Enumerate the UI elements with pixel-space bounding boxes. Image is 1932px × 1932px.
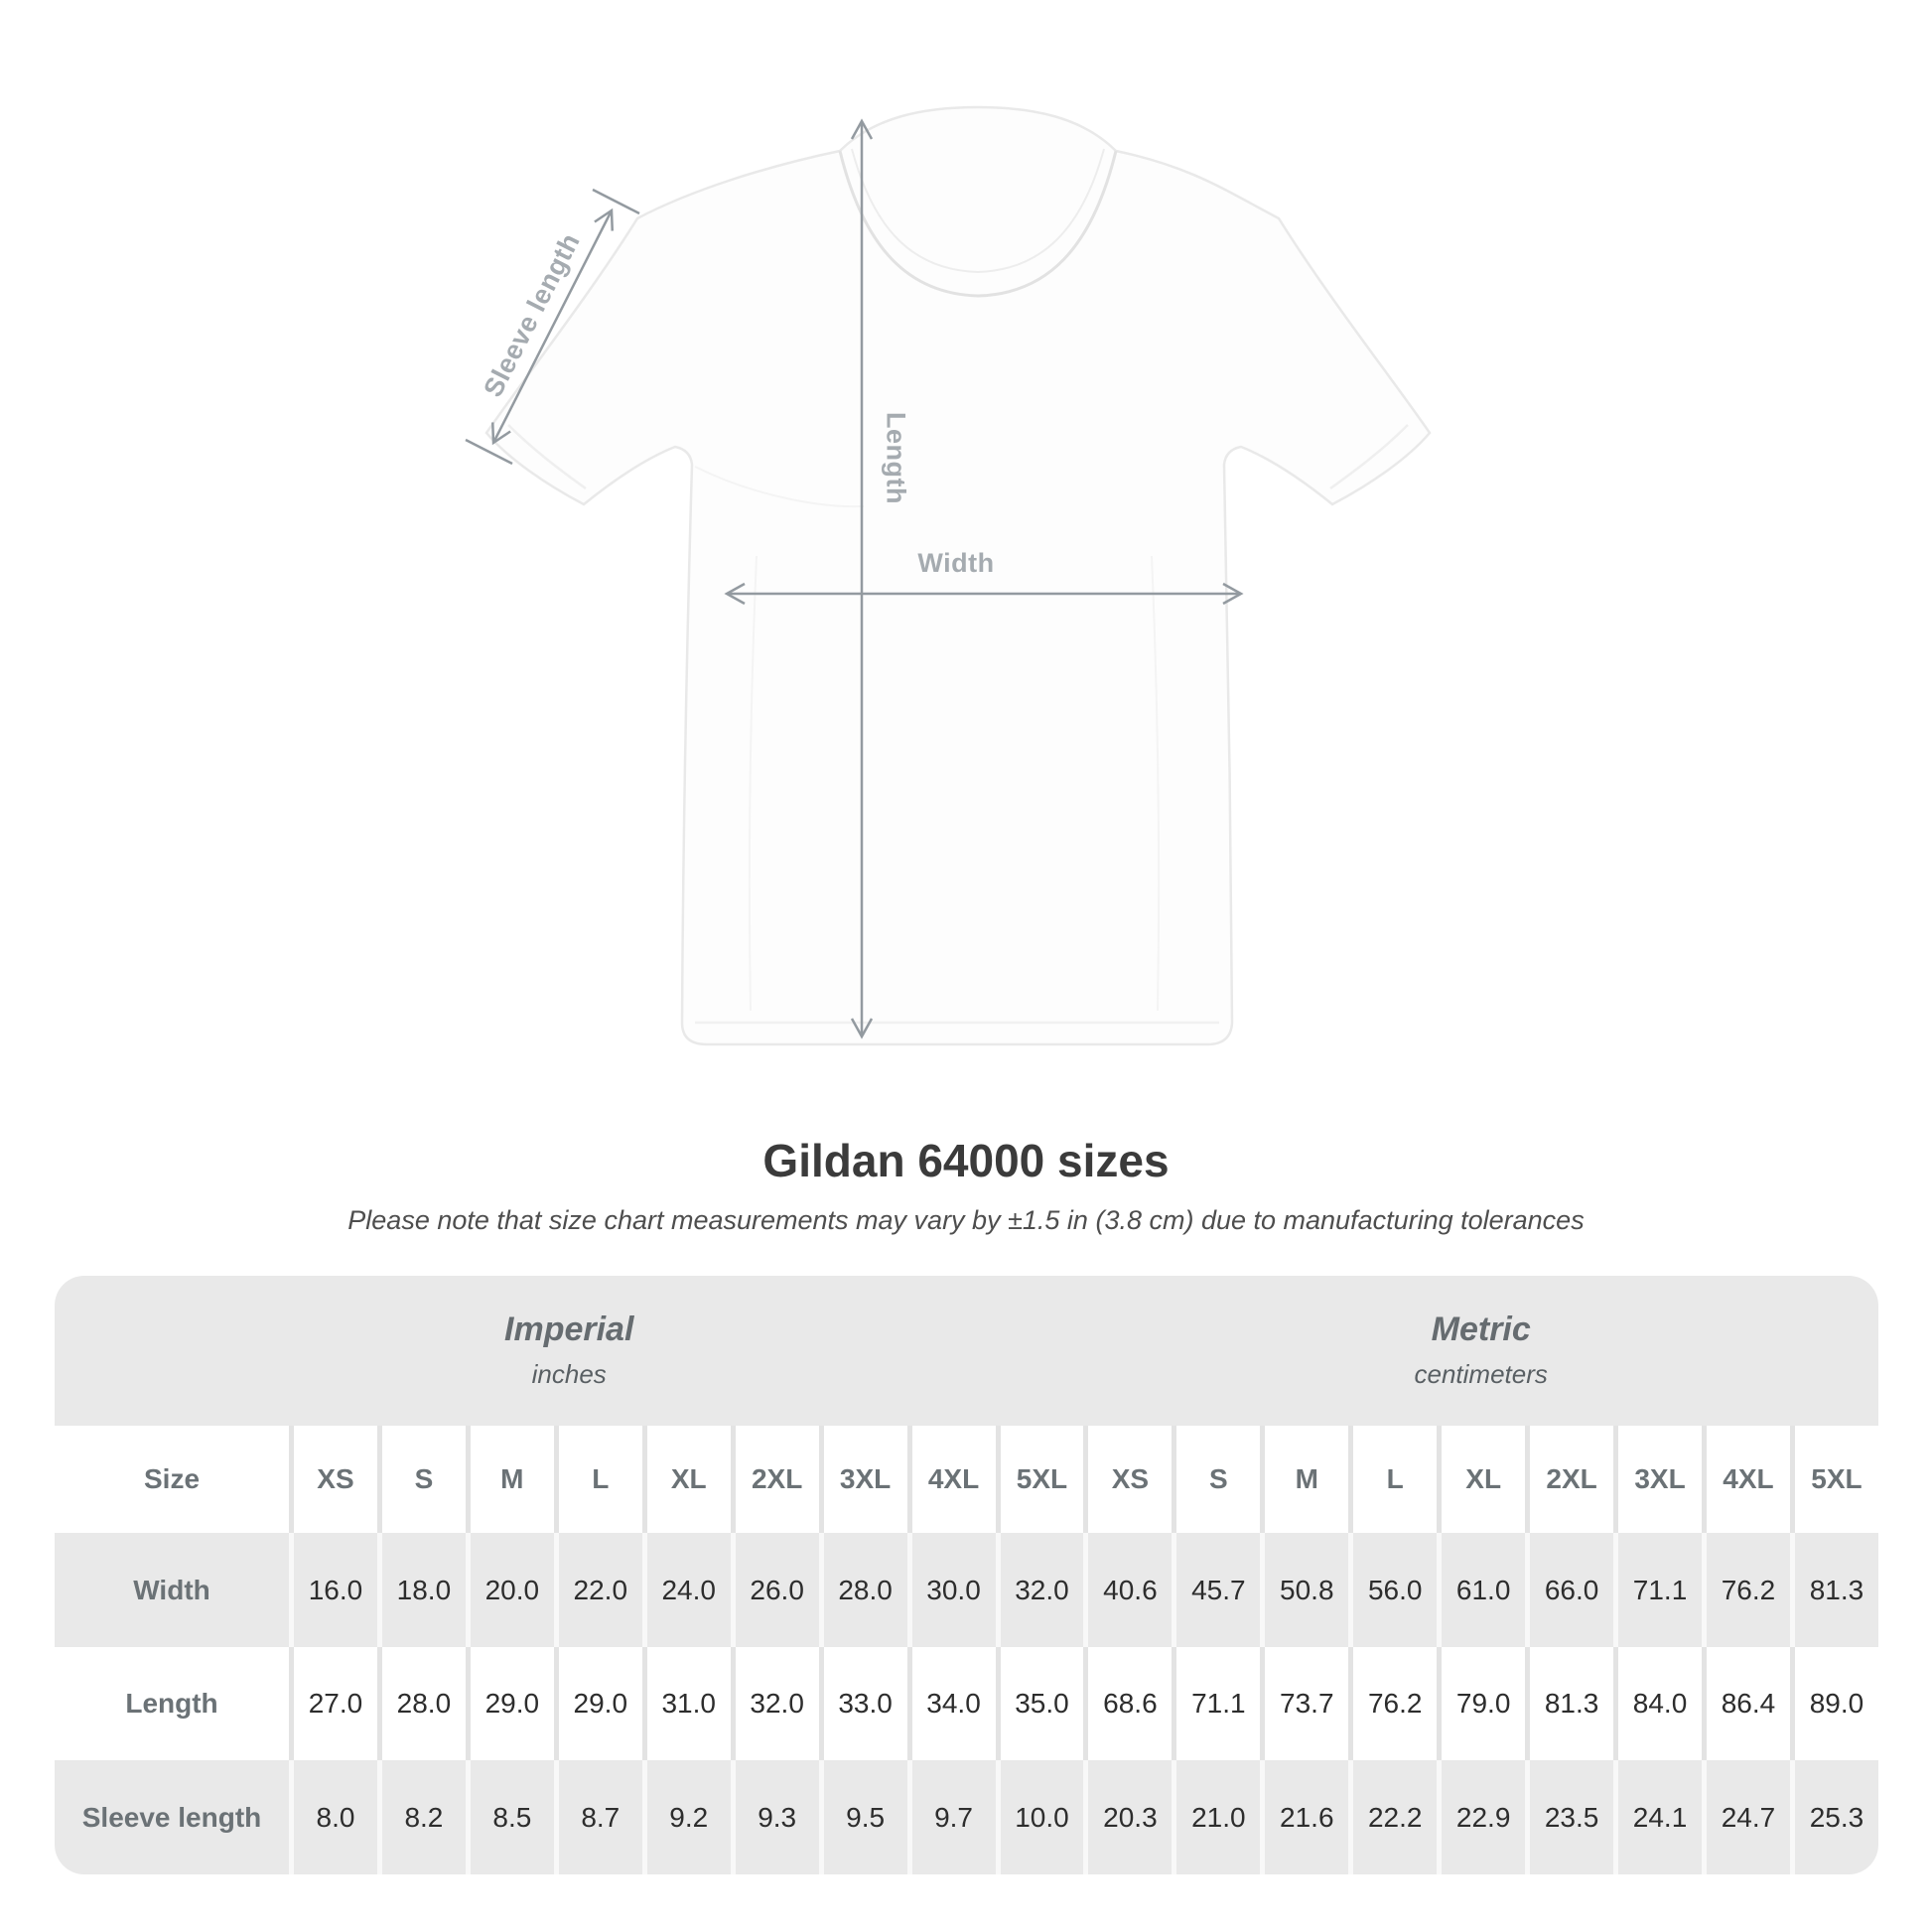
measurement-value: 8.5 xyxy=(465,1760,554,1874)
measurement-value: 27.0 xyxy=(289,1646,377,1761)
measurement-value: 86.4 xyxy=(1702,1646,1790,1761)
measurement-value: 45.7 xyxy=(1172,1533,1260,1647)
measurement-value: 61.0 xyxy=(1437,1533,1525,1647)
measurement-value: 35.0 xyxy=(995,1646,1084,1761)
measurement-value: 32.0 xyxy=(995,1533,1084,1647)
measurement-value: 24.1 xyxy=(1613,1760,1702,1874)
width-label: Width xyxy=(917,548,995,578)
size-chart-table: Imperial inches Metric centimeters Size … xyxy=(55,1276,1878,1874)
measurement-value: 8.7 xyxy=(553,1760,642,1874)
measurement-value: 9.7 xyxy=(906,1760,996,1874)
measurement-value: 10.0 xyxy=(995,1760,1084,1874)
size-col-header: Size xyxy=(143,1463,201,1495)
measurement-value: 23.5 xyxy=(1525,1760,1613,1874)
measurement-value: 79.0 xyxy=(1437,1646,1525,1761)
sleeve-tick-top xyxy=(592,188,640,215)
size-column-header: S xyxy=(1172,1425,1260,1534)
metric-group-name: Metric xyxy=(1431,1311,1531,1349)
sleeve-tick-bottom xyxy=(465,438,513,466)
sleeve-arrow xyxy=(490,207,615,446)
measurement-value: 24.7 xyxy=(1702,1760,1790,1874)
measurement-value: 66.0 xyxy=(1525,1533,1613,1647)
measurement-value: 8.0 xyxy=(289,1760,377,1874)
measurement-value: 26.0 xyxy=(730,1533,819,1647)
measurement-value: 22.0 xyxy=(553,1533,642,1647)
size-column-header: 2XL xyxy=(1525,1425,1613,1534)
unit-group-header-row: Imperial inches Metric centimeters xyxy=(55,1276,1878,1426)
measurement-value: 34.0 xyxy=(906,1646,996,1761)
row-label: Width xyxy=(133,1574,210,1605)
size-column-header: 5XL xyxy=(995,1425,1084,1534)
size-column-header: L xyxy=(1348,1425,1437,1534)
size-column-header: L xyxy=(553,1425,642,1534)
measurement-value: 84.0 xyxy=(1613,1646,1702,1761)
size-column-header: 3XL xyxy=(1613,1425,1702,1534)
tolerance-note: Please note that size chart measurements… xyxy=(347,1205,1585,1235)
size-column-header: XS xyxy=(1083,1425,1172,1534)
measurement-value: 33.0 xyxy=(818,1646,907,1761)
size-table-body: Imperial inches Metric centimeters Size … xyxy=(55,1276,1878,1874)
measurement-value: 50.8 xyxy=(1260,1533,1348,1647)
size-header-row: Size XS S M L XL 2XL 3XL 4XL 5XL XS S M L XL 2XL 3XL 4XL… xyxy=(55,1425,1878,1534)
metric-group-unit: centimeters xyxy=(1414,1359,1548,1390)
page-title: Gildan 64000 sizes xyxy=(762,1135,1170,1186)
measurement-value: 68.6 xyxy=(1083,1646,1172,1761)
measurement-value: 9.3 xyxy=(730,1760,819,1874)
imperial-group-unit: inches xyxy=(531,1359,607,1390)
measurement-value: 56.0 xyxy=(1348,1533,1437,1647)
measurement-value: 16.0 xyxy=(289,1533,377,1647)
measurement-value: 89.0 xyxy=(1789,1646,1878,1761)
tshirt-image xyxy=(465,105,1432,1046)
measurement-value: 20.3 xyxy=(1083,1760,1172,1874)
table-row: Length 27.0 28.0 29.0 29.0 31.0 32.0 33.0 34.0 35… xyxy=(55,1646,1878,1761)
measurement-value: 21.0 xyxy=(1172,1760,1260,1874)
measurement-annotations xyxy=(465,118,1244,1039)
size-column-header: XS xyxy=(289,1425,377,1534)
imperial-group-name: Imperial xyxy=(504,1311,634,1349)
row-label: Sleeve length xyxy=(81,1801,262,1833)
measurement-value: 76.2 xyxy=(1348,1646,1437,1761)
size-column-header: XL xyxy=(641,1425,731,1534)
measurement-value: 73.7 xyxy=(1260,1646,1348,1761)
metric-group-header: Metric centimeters xyxy=(1083,1276,1878,1426)
measurement-value: 25.3 xyxy=(1789,1760,1878,1874)
size-column-header: 3XL xyxy=(818,1425,907,1534)
measurement-value: 71.1 xyxy=(1172,1646,1260,1761)
measurement-value: 31.0 xyxy=(641,1646,731,1761)
measurement-value: 21.6 xyxy=(1260,1760,1348,1874)
measurement-value: 32.0 xyxy=(730,1646,819,1761)
size-column-header: 4XL xyxy=(1702,1425,1790,1534)
size-column-header: M xyxy=(1260,1425,1348,1534)
measurement-value: 18.0 xyxy=(376,1533,466,1647)
measurement-value: 8.2 xyxy=(376,1760,466,1874)
measurement-value: 81.3 xyxy=(1525,1646,1613,1761)
measurement-value: 22.9 xyxy=(1437,1760,1525,1874)
measurement-value: 28.0 xyxy=(818,1533,907,1647)
measurement-value: 76.2 xyxy=(1702,1533,1790,1647)
imperial-group-header: Imperial inches xyxy=(55,1276,1083,1426)
measurement-value: 24.0 xyxy=(641,1533,731,1647)
table-row: Sleeve length 8.0 8.2 8.5 8.7 9.2 9.3 9.5 9.7 10.… xyxy=(55,1760,1878,1874)
size-column-header: 4XL xyxy=(906,1425,996,1534)
measurement-value: 20.0 xyxy=(465,1533,554,1647)
measurement-value: 30.0 xyxy=(906,1533,996,1647)
measurement-value: 28.0 xyxy=(376,1646,466,1761)
measurement-value: 9.2 xyxy=(641,1760,731,1874)
table-row: Width 16.0 18.0 20.0 22.0 24.0 26.0 28.0 30.0 32.… xyxy=(55,1533,1878,1647)
measurement-value: 22.2 xyxy=(1348,1760,1437,1874)
size-column-header: 2XL xyxy=(730,1425,819,1534)
measurement-value: 81.3 xyxy=(1789,1533,1878,1647)
measurement-value: 29.0 xyxy=(553,1646,642,1761)
measurement-value: 71.1 xyxy=(1613,1533,1702,1647)
tshirt-silhouette xyxy=(484,105,1432,1046)
size-column-header: M xyxy=(465,1425,554,1534)
measurement-value: 40.6 xyxy=(1083,1533,1172,1647)
size-column-header: S xyxy=(376,1425,466,1534)
size-column-header: XL xyxy=(1437,1425,1525,1534)
measurement-value: 29.0 xyxy=(465,1646,554,1761)
row-label: Length xyxy=(125,1688,218,1720)
measurement-value: 9.5 xyxy=(818,1760,907,1874)
length-label: Length xyxy=(881,412,911,504)
size-column-header: 5XL xyxy=(1789,1425,1878,1534)
